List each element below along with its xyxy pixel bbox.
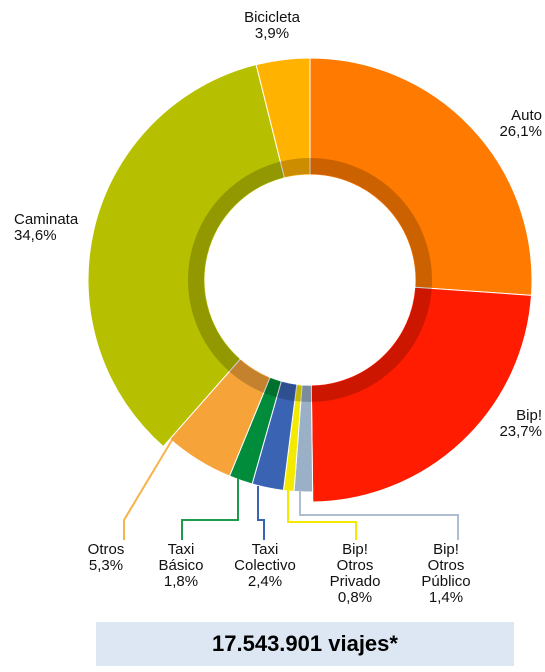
label-caminata-value: 34,6% [14,227,57,244]
label-bip-name: Bip! [516,407,542,424]
label-bip-otros-publico-line1: Bip! [433,541,459,558]
slice-caminata [87,64,286,448]
label-bip-value: 23,7% [499,423,542,440]
label-auto-name: Auto [511,107,542,124]
label-otros-name: Otros [87,541,125,558]
leader-taxi-colectivo [257,486,265,540]
label-taxi-colectivo-value: 2,4% [247,573,283,590]
label-bip-otros-publico-line3: Público [421,573,471,590]
leader-bip-otros-publico [299,490,459,540]
leader-taxi-basico [181,478,239,540]
label-bicicleta-value: 3,9% [254,25,290,42]
label-bip: Bip! 23,7% [470,408,542,440]
label-taxi-basico: Taxi Básico 1,8% [146,542,216,590]
label-otros-value: 5,3% [88,557,124,574]
total-trips-box: 17.543.901 viajes* [96,622,514,666]
label-bip-otros-privado-value: 0,8% [337,589,373,606]
label-caminata: Caminata 34,6% [14,212,94,244]
label-taxi-basico-line1: Taxi [167,541,195,558]
leader-bip-otros-privado [287,490,357,540]
label-taxi-colectivo: Taxi Colectivo 2,4% [222,542,308,590]
total-trips-text: 17.543.901 viajes* [212,631,398,656]
leader-otros [123,439,173,540]
label-bip-otros-privado: Bip! Otros Privado 0,8% [320,542,390,606]
donut-hole [205,175,415,385]
label-caminata-name: Caminata [14,211,79,228]
label-bip-otros-privado-line2: Otros [336,557,374,574]
label-taxi-colectivo-line2: Colectivo [234,557,296,574]
label-taxi-colectivo-line1: Taxi [251,541,279,558]
label-bip-otros-publico-value: 1,4% [428,589,464,606]
label-taxi-basico-line2: Básico [158,557,204,574]
label-bicicleta: Bicicleta 3,9% [232,10,312,42]
label-bip-otros-privado-line3: Privado [329,573,381,590]
label-bicicleta-name: Bicicleta [244,9,300,26]
label-taxi-basico-value: 1,8% [163,573,199,590]
label-otros: Otros 5,3% [76,542,136,574]
label-auto: Auto 26,1% [470,108,542,140]
label-bip-otros-privado-line1: Bip! [342,541,368,558]
label-bip-otros-publico: Bip! Otros Público 1,4% [408,542,484,606]
label-bip-otros-publico-line2: Otros [427,557,465,574]
label-auto-value: 26,1% [499,123,542,140]
donut-inner-shadow-ring [188,158,432,402]
